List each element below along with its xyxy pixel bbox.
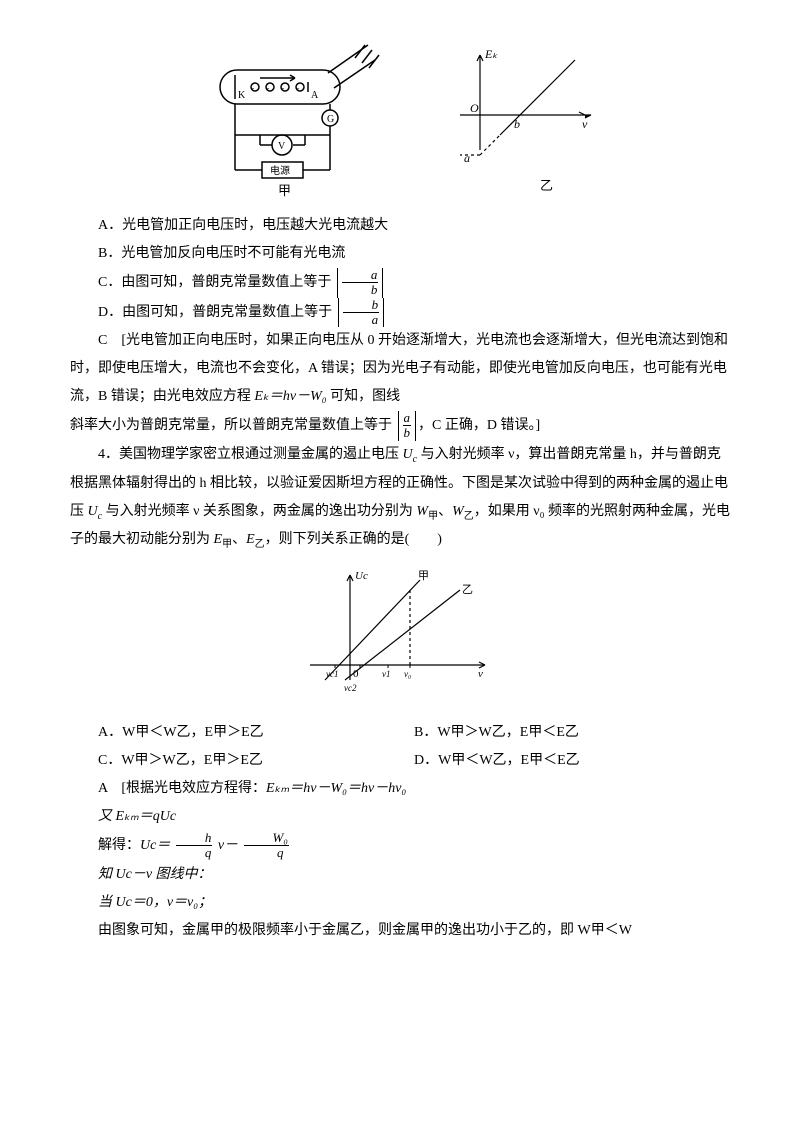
ek-xlabel: ν xyxy=(582,117,588,131)
uc-xlabel: ν xyxy=(478,668,483,680)
circuit-caption: 甲 xyxy=(278,183,291,198)
q4-expl-frac2: W₀q xyxy=(244,831,289,861)
ek-a: a xyxy=(464,151,470,165)
ek-caption: 乙 xyxy=(540,178,553,193)
q4-expl-2: 又 Eₖₘ＝qUc xyxy=(70,803,730,831)
q3-opt-c-frac: ab xyxy=(335,268,386,298)
q3-opt-d-text: D．由图可知，普朗克常量数值上等于 xyxy=(98,305,332,320)
label-a: A xyxy=(311,90,319,101)
label-k: K xyxy=(238,90,246,101)
q3-expl-frac: ab xyxy=(396,411,419,441)
q4-stem: 4．美国物理学家密立根通过测量金属的遏止电压 Uc 与入射光频率 ν，算出普朗克… xyxy=(70,441,730,555)
q4-opt-a: A．W甲＜W乙，E甲＞E乙 xyxy=(98,719,414,747)
uc-jia: 甲 xyxy=(418,570,429,582)
q3-opt-c: C．由图可知，普朗克常量数值上等于 ab xyxy=(70,268,730,298)
q3-opt-b: B．光电管加反向电压时不可能有光电流 xyxy=(70,240,730,268)
q4-expl-1: A [根据光电效应方程得：Eₖₘ＝hν－W₀＝hν－hν₀ xyxy=(70,775,730,803)
ek-graph: Eₖ ν O b a 乙 xyxy=(450,40,600,200)
uc-v0: ν₀ xyxy=(404,669,411,679)
q4-opt-b: B．W甲＞W乙，E甲＜E乙 xyxy=(414,719,730,747)
uc-graph: Uc 甲 乙 0 ν νc1 νc2 ν1 ν₀ xyxy=(300,565,500,705)
q4-expl-frac1: hq xyxy=(176,831,213,861)
ek-origin: O xyxy=(470,101,479,115)
uc-ylabel: Uc xyxy=(355,570,368,582)
q3-explain-2: 斜率大小为普朗克常量，所以普朗克常量数值上等于 ab ，C 正确，D 错误。] xyxy=(70,411,730,441)
label-power: 电源 xyxy=(270,164,290,177)
q3-opt-d-frac: ba xyxy=(336,298,387,328)
ek-b: b xyxy=(514,117,520,131)
q3-figure-row: K A G V 电源 -- -- 甲 Eₖ ν O b xyxy=(70,40,730,200)
label-g: G xyxy=(327,114,334,125)
q4-expl-6: 由图象可知，金属甲的极限频率小于金属乙，则金属甲的逸出功小于乙的，即 W甲＜W xyxy=(70,917,730,945)
q4-expl-4: 知 Uc－ν 图线中： xyxy=(70,861,730,889)
circuit-diagram: K A G V 电源 -- -- 甲 xyxy=(200,40,390,200)
uc-vc2: νc2 xyxy=(344,683,357,693)
q4-expl-3: 解得：Uc＝ hq ν－ W₀q xyxy=(70,831,730,861)
q4-expl-5: 当 Uc＝0，ν＝ν₀； xyxy=(70,889,730,917)
uc-origin: 0 xyxy=(353,668,359,680)
q4-opt-d: D．W甲＜W乙，E甲＜E乙 xyxy=(414,747,730,775)
q4-options-row2: C．W甲＞W乙，E甲＞E乙 D．W甲＜W乙，E甲＜E乙 xyxy=(70,747,730,775)
q4-options-row1: A．W甲＜W乙，E甲＞E乙 B．W甲＞W乙，E甲＜E乙 xyxy=(70,719,730,747)
ek-ylabel: Eₖ xyxy=(484,47,498,61)
q3-opt-a: A．光电管加正向电压时，电压越大光电流越大 xyxy=(70,212,730,240)
q4-figure: Uc 甲 乙 0 ν νc1 νc2 ν1 ν₀ xyxy=(70,565,730,705)
q3-opt-d: D．由图可知，普朗克常量数值上等于 ba xyxy=(70,298,730,328)
uc-yi: 乙 xyxy=(462,583,473,596)
label-v: V xyxy=(278,141,286,152)
q3-explain-1: C [光电管加正向电压时，如果正向电压从 0 开始逐渐增大，光电流也会逐渐增大，… xyxy=(70,327,730,411)
uc-v1: ν1 xyxy=(382,669,391,679)
uc-vc1: νc1 xyxy=(326,669,339,679)
q4-opt-c: C．W甲＞W乙，E甲＞E乙 xyxy=(98,747,414,775)
q3-opt-c-text: C．由图可知，普朗克常量数值上等于 xyxy=(98,275,331,290)
